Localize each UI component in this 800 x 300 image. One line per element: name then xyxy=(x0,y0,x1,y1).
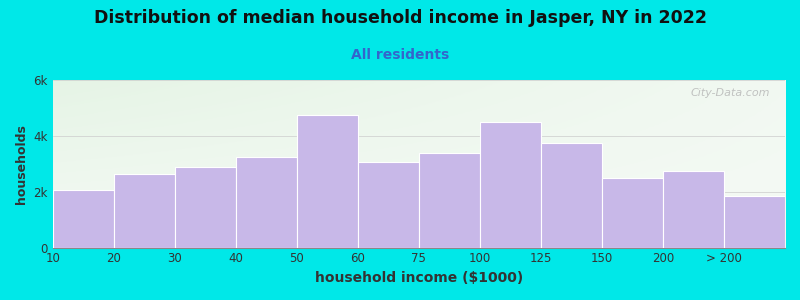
Bar xyxy=(297,115,358,248)
Bar xyxy=(541,143,602,247)
Bar xyxy=(358,162,419,248)
Bar xyxy=(53,190,114,247)
Text: All residents: All residents xyxy=(351,48,449,62)
Bar xyxy=(602,178,663,247)
Bar xyxy=(724,196,785,248)
Bar xyxy=(236,157,297,248)
X-axis label: household income ($1000): household income ($1000) xyxy=(314,271,523,285)
Bar xyxy=(419,153,480,247)
Text: City-Data.com: City-Data.com xyxy=(691,88,770,98)
Y-axis label: households: households xyxy=(15,124,28,204)
Text: Distribution of median household income in Jasper, NY in 2022: Distribution of median household income … xyxy=(94,9,706,27)
Bar xyxy=(114,174,175,248)
Bar xyxy=(663,171,724,248)
Bar xyxy=(480,122,541,248)
Bar xyxy=(175,167,236,248)
